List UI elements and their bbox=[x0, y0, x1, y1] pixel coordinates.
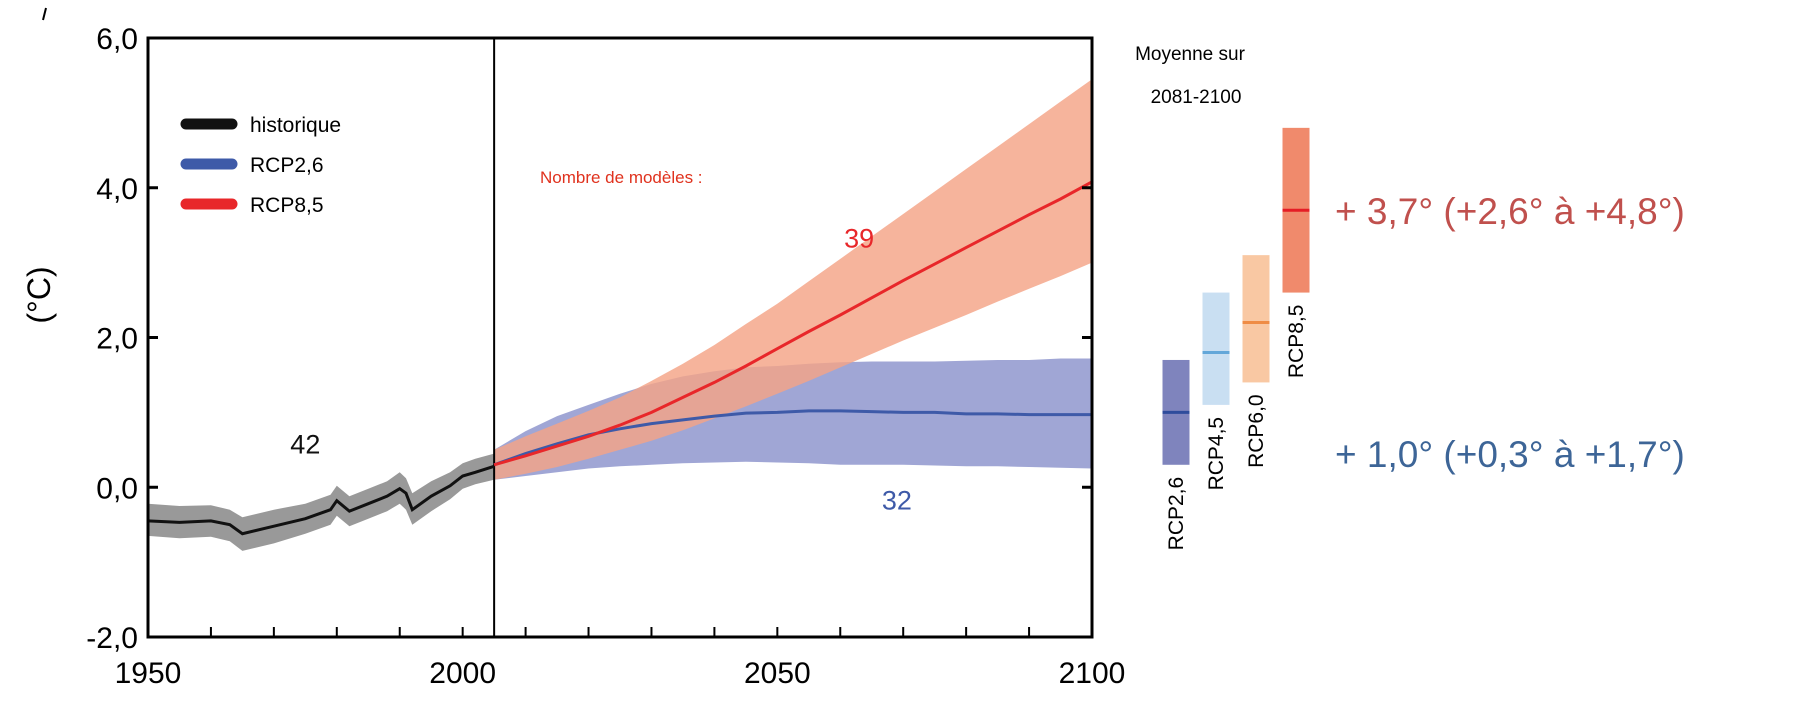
legend-label: historique bbox=[250, 114, 341, 137]
series-lines bbox=[147, 180, 1093, 536]
y-tick-label: 2,0 bbox=[96, 323, 138, 356]
models-count-title: Nombre de modèles : bbox=[540, 168, 703, 187]
x-tick-label: 1950 bbox=[115, 657, 182, 690]
period-panel: Moyenne sur 2081-2100 RCP2,6 RCP4,5 RCP6,0… bbox=[1135, 44, 1310, 551]
legend-label: RCP2,6 bbox=[250, 154, 324, 177]
period-bar-label: RCP4,5 bbox=[1205, 417, 1228, 491]
band-RCP8,5 bbox=[494, 79, 1093, 480]
period-bar-RCP6,0 bbox=[1242, 255, 1270, 383]
period-title-line1: Moyenne sur bbox=[1135, 44, 1246, 65]
period-bar-label: RCP6,0 bbox=[1245, 394, 1268, 468]
line-RCP8,5 bbox=[493, 180, 1093, 467]
y-tick-label: 4,0 bbox=[96, 173, 138, 206]
line-historique bbox=[147, 464, 495, 536]
axis-ticks: -2,0 0,0 2,0 4,0 6,0 1950 2000 2050 2100 bbox=[86, 23, 1125, 690]
y-tick-label: 6,0 bbox=[96, 23, 138, 56]
x-tick-label: 2000 bbox=[429, 657, 496, 690]
rcp26-summary: + 1,0° (+0,3° à +1,7°) bbox=[1335, 434, 1685, 475]
y-tick-label: 0,0 bbox=[96, 472, 138, 505]
x-tick-label: 2100 bbox=[1059, 657, 1126, 690]
model-count-label: 42 bbox=[290, 430, 320, 460]
y-axis-title: (°C) bbox=[21, 266, 57, 323]
model-count-label: 39 bbox=[844, 224, 874, 254]
corner-mark bbox=[42, 7, 47, 21]
period-bar-RCP4,5 bbox=[1202, 292, 1230, 405]
legend: historique RCP2,6 RCP8,5 bbox=[180, 114, 341, 217]
band-historique bbox=[148, 453, 495, 551]
legend-label: RCP8,5 bbox=[250, 194, 324, 217]
x-tick-label: 2050 bbox=[744, 657, 811, 690]
period-bar-label: RCP2,6 bbox=[1165, 477, 1188, 551]
model-count-label: 32 bbox=[882, 486, 912, 516]
model-counts: 42 32 39 bbox=[290, 224, 912, 516]
period-bar-label: RCP8,5 bbox=[1285, 305, 1308, 379]
uncertainty-bands bbox=[148, 79, 1093, 551]
y-tick-label: -2,0 bbox=[86, 622, 138, 655]
period-title-line2: 2081-2100 bbox=[1151, 87, 1242, 108]
rcp85-summary: + 3,7° (+2,6° à +4,8°) bbox=[1335, 191, 1685, 232]
